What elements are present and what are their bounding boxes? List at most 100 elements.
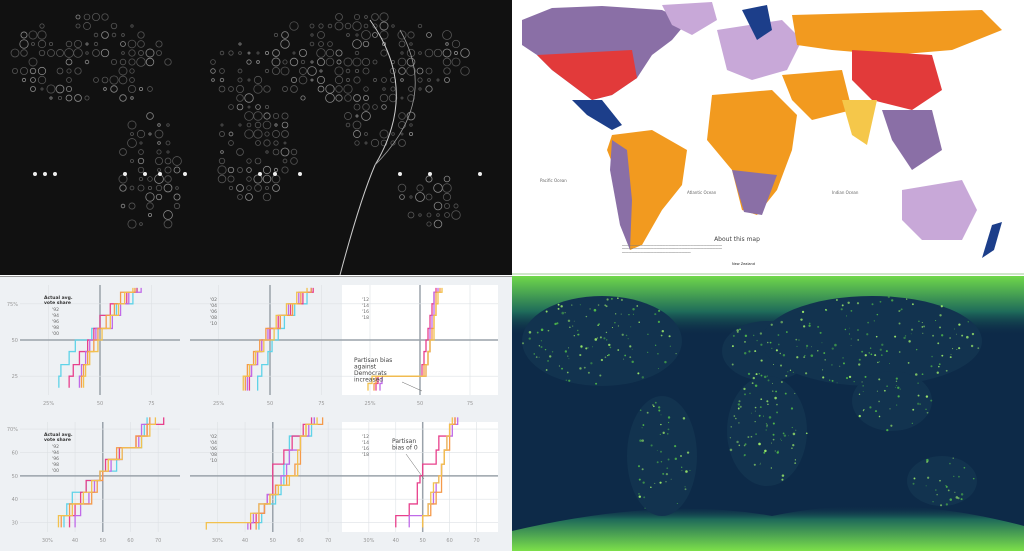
- data-circle: [246, 122, 252, 128]
- data-circle: [145, 48, 155, 58]
- city-light: [785, 374, 788, 377]
- city-light: [842, 357, 844, 359]
- data-circle: [289, 57, 299, 67]
- city-light: [738, 400, 741, 403]
- data-circle: [406, 48, 416, 58]
- x-tick-label: 50: [267, 401, 273, 407]
- city-light: [955, 333, 957, 335]
- city-light: [605, 331, 608, 334]
- data-circle: [388, 93, 398, 103]
- city-light: [540, 346, 543, 349]
- data-circle: [237, 68, 243, 74]
- data-circle: [400, 132, 404, 136]
- city-light: [744, 443, 747, 446]
- data-circle: [442, 183, 452, 193]
- data-circle: [238, 123, 242, 127]
- city-light: [847, 301, 850, 304]
- data-circle: [127, 219, 137, 229]
- data-circle: [442, 192, 452, 202]
- x-tick-label: 60: [446, 538, 452, 544]
- data-circle: [391, 24, 395, 28]
- data-circle: [138, 176, 144, 182]
- data-circle: [255, 104, 261, 110]
- x-tick-label: 40: [72, 538, 78, 544]
- data-circle: [352, 21, 362, 31]
- city-light: [665, 473, 669, 476]
- city-light: [864, 375, 867, 378]
- city-light: [650, 486, 652, 489]
- city-light: [917, 402, 920, 405]
- highlight-dot: [273, 172, 277, 176]
- x-tick-label: 70: [325, 538, 331, 544]
- data-circle: [157, 168, 161, 172]
- ocean-label: Pacific Ocean: [540, 178, 567, 183]
- data-circle: [129, 185, 135, 191]
- city-light: [579, 367, 582, 370]
- city-light: [739, 405, 742, 408]
- step-series: [242, 287, 308, 391]
- city-light: [767, 403, 769, 406]
- data-circle: [355, 114, 359, 118]
- data-circle: [130, 159, 134, 163]
- city-light: [660, 450, 663, 453]
- city-light: [763, 375, 767, 379]
- city-light: [846, 315, 848, 317]
- legend-year: '14: [362, 303, 369, 309]
- city-light: [521, 342, 525, 345]
- data-circle: [246, 158, 252, 164]
- city-light: [620, 298, 623, 301]
- city-light: [758, 442, 761, 446]
- city-light: [571, 304, 573, 306]
- city-light: [824, 359, 826, 361]
- city-light: [753, 463, 756, 466]
- data-circle: [139, 222, 143, 226]
- city-light: [589, 308, 591, 310]
- data-circle: [227, 175, 235, 183]
- city-light: [925, 408, 927, 411]
- data-circle: [442, 57, 452, 67]
- data-circle: [20, 31, 28, 39]
- data-circle: [451, 210, 461, 220]
- city-light: [608, 343, 611, 347]
- city-light: [831, 347, 834, 350]
- city-light: [636, 305, 639, 307]
- data-circle: [309, 41, 315, 47]
- city-light: [945, 485, 948, 488]
- city-light: [647, 351, 649, 353]
- data-circle: [92, 49, 100, 57]
- city-light: [949, 356, 952, 359]
- data-circle: [397, 183, 407, 193]
- data-circle: [138, 86, 144, 92]
- legend-title: Actual avg.: [44, 295, 73, 301]
- city-light: [817, 325, 820, 328]
- data-circle: [155, 184, 163, 192]
- data-circle: [84, 59, 90, 65]
- city-light: [598, 323, 600, 326]
- data-circle: [460, 48, 470, 58]
- city-light: [921, 373, 924, 376]
- data-circle: [147, 86, 153, 92]
- y-tick-label: 30: [12, 521, 18, 527]
- city-light: [754, 406, 757, 409]
- city-light: [769, 341, 772, 344]
- data-circle: [264, 104, 270, 110]
- legend-year: '12: [362, 297, 369, 303]
- data-circle: [433, 48, 443, 58]
- annotation: Partisan bias: [354, 357, 392, 364]
- city-light: [658, 409, 661, 412]
- data-circle: [316, 57, 326, 67]
- data-circle: [127, 84, 137, 94]
- data-circle: [391, 132, 395, 136]
- city-light: [744, 334, 748, 338]
- x-tick-label: 25%: [43, 401, 54, 407]
- data-circle: [157, 123, 161, 127]
- city-light: [900, 308, 903, 311]
- city-light: [877, 361, 879, 364]
- data-circle: [425, 85, 433, 93]
- data-circle: [164, 175, 172, 183]
- city-light: [766, 375, 768, 377]
- data-circle: [292, 51, 296, 55]
- city-light: [977, 347, 980, 350]
- data-circle: [246, 176, 252, 182]
- data-circle: [173, 202, 181, 210]
